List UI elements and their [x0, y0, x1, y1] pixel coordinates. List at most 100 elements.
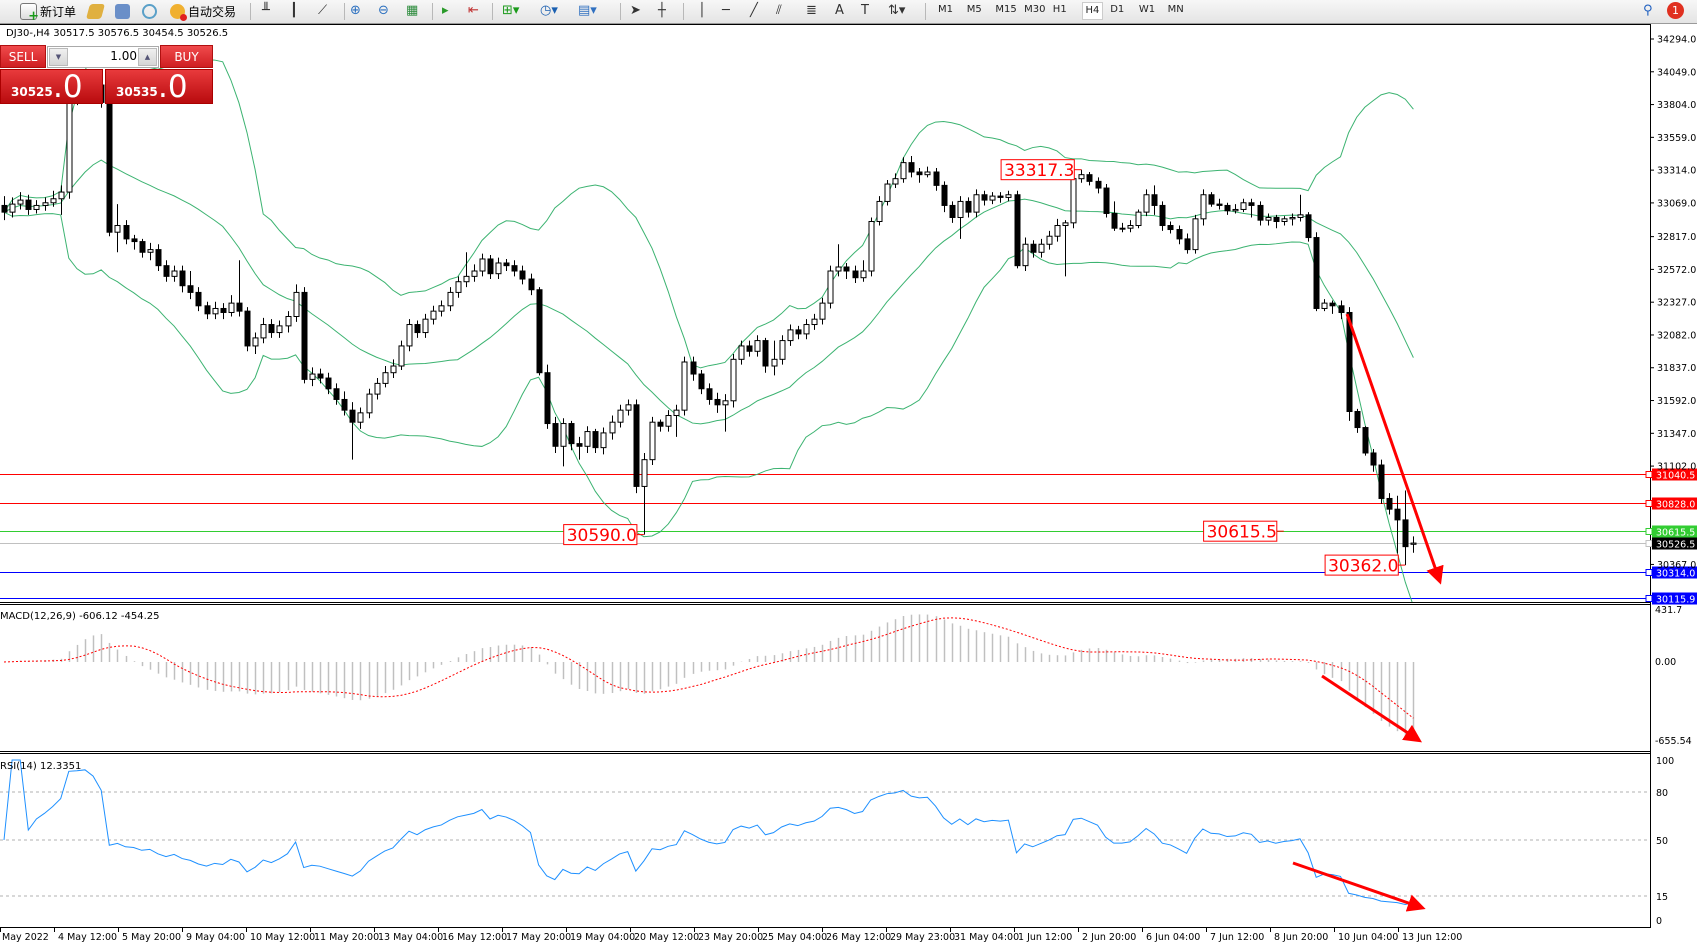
candle[interactable] — [714, 392, 721, 413]
terminal-icon[interactable] — [115, 2, 133, 21]
candle[interactable] — [50, 190, 57, 207]
candle[interactable] — [357, 407, 364, 429]
text-label-icon[interactable]: T — [861, 3, 869, 18]
candle[interactable] — [803, 319, 810, 340]
signals-icon[interactable] — [142, 2, 160, 21]
candle[interactable] — [390, 359, 397, 379]
candle[interactable] — [455, 276, 462, 298]
candle[interactable] — [1362, 426, 1369, 456]
cursor-icon[interactable]: ➤ — [630, 3, 641, 18]
candle[interactable] — [317, 368, 324, 384]
candle[interactable] — [333, 383, 340, 405]
price-label-box[interactable] — [1324, 554, 1399, 576]
templates-icon[interactable]: ▤▾ — [578, 3, 597, 18]
candle[interactable] — [1257, 201, 1264, 226]
candle[interactable] — [754, 335, 761, 357]
candle[interactable] — [139, 238, 146, 258]
candle[interactable] — [1386, 493, 1393, 515]
candle[interactable] — [536, 287, 543, 376]
candle[interactable] — [479, 253, 486, 277]
candle[interactable] — [382, 366, 389, 388]
equidistant-channel-icon[interactable]: ⫽ — [776, 3, 782, 18]
candle[interactable] — [114, 204, 121, 253]
timeframe-m5[interactable]: M5 — [966, 4, 982, 15]
timeframe-m30[interactable]: M30 — [1024, 4, 1046, 15]
candle[interactable] — [957, 196, 964, 239]
candle[interactable] — [1305, 212, 1312, 242]
candle[interactable] — [42, 197, 49, 211]
candle[interactable] — [552, 416, 559, 453]
candle[interactable] — [58, 185, 65, 215]
autoscroll-icon[interactable]: ▸ — [442, 3, 449, 18]
candle[interactable] — [989, 192, 996, 205]
candle[interactable] — [1184, 233, 1191, 254]
new-order-button[interactable]: + 新订单 — [20, 2, 76, 23]
fibonacci-icon[interactable]: ≣ — [806, 3, 817, 18]
candle[interactable] — [738, 340, 745, 365]
candle[interactable] — [1054, 218, 1061, 242]
candle[interactable] — [374, 378, 381, 400]
candle[interactable] — [924, 166, 931, 178]
candle[interactable] — [1005, 190, 1012, 202]
candle[interactable] — [973, 189, 980, 218]
candle[interactable] — [1329, 300, 1336, 314]
candle[interactable] — [106, 98, 113, 237]
candle[interactable] — [1095, 177, 1102, 194]
candle[interactable] — [1289, 213, 1296, 226]
candle[interactable] — [843, 262, 850, 280]
candle[interactable] — [819, 297, 826, 325]
candle[interactable] — [933, 167, 940, 191]
candle[interactable] — [17, 192, 24, 210]
candle[interactable] — [195, 287, 202, 312]
candle[interactable] — [1297, 194, 1304, 222]
timeframe-h1[interactable]: H1 — [1052, 4, 1067, 15]
candle[interactable] — [422, 313, 429, 338]
candle[interactable] — [576, 436, 583, 460]
candle[interactable] — [1086, 171, 1093, 186]
candle[interactable] — [244, 307, 251, 352]
candle[interactable] — [1346, 307, 1353, 421]
candle[interactable] — [1273, 214, 1280, 229]
candle[interactable] — [568, 420, 575, 451]
candle[interactable] — [366, 388, 373, 419]
buy-price-button[interactable]: 30535 .0 — [105, 69, 213, 105]
candle[interactable] — [1127, 220, 1134, 233]
candle[interactable] — [706, 383, 713, 405]
candle[interactable] — [584, 426, 591, 453]
level-handle[interactable] — [1645, 500, 1653, 507]
candle[interactable] — [260, 317, 267, 344]
candle[interactable] — [1078, 169, 1085, 183]
candle[interactable] — [341, 391, 348, 416]
candle[interactable] — [965, 197, 972, 218]
candle[interactable] — [131, 234, 138, 250]
candle[interactable] — [811, 313, 818, 330]
candle[interactable] — [123, 220, 130, 245]
candle[interactable] — [592, 428, 599, 453]
candle[interactable] — [852, 265, 859, 284]
level-handle[interactable] — [1645, 595, 1653, 602]
candle[interactable] — [1119, 222, 1126, 233]
candle[interactable] — [941, 181, 948, 213]
level-handle[interactable] — [1645, 528, 1653, 535]
candle[interactable] — [163, 260, 170, 282]
vertical-line-icon[interactable]: │ — [698, 3, 706, 18]
text-icon[interactable]: A — [835, 3, 844, 18]
candle[interactable] — [33, 200, 40, 214]
candle[interactable] — [544, 364, 551, 429]
candle[interactable] — [681, 356, 688, 416]
candle[interactable] — [1378, 459, 1385, 504]
candle[interactable] — [66, 91, 73, 199]
candle[interactable] — [787, 324, 794, 346]
zoom-out-icon[interactable]: ⊖ — [378, 3, 389, 18]
candle[interactable] — [916, 167, 923, 183]
candle[interactable] — [673, 404, 680, 437]
candle[interactable] — [406, 319, 413, 352]
candle[interactable] — [1038, 238, 1045, 258]
level-handle[interactable] — [1645, 569, 1653, 576]
timeframe-d1[interactable]: D1 — [1110, 4, 1125, 15]
candle[interactable] — [1143, 189, 1150, 217]
candle[interactable] — [1410, 536, 1417, 553]
buy-button[interactable]: BUY — [160, 45, 213, 68]
candle[interactable] — [868, 217, 875, 277]
